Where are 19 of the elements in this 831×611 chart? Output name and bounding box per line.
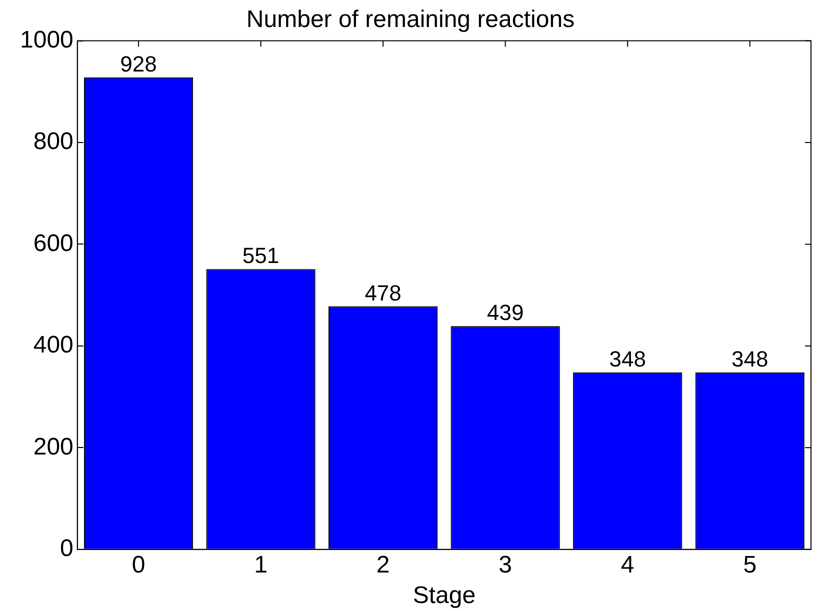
x-tick-label: 4 bbox=[620, 551, 634, 578]
data-label: 439 bbox=[486, 300, 524, 326]
y-tick-label: 400 bbox=[33, 332, 74, 359]
y-tick-label: 1000 bbox=[20, 26, 74, 54]
y-tick-label: 800 bbox=[33, 128, 74, 156]
data-label: 348 bbox=[732, 346, 768, 372]
x-tick-label: 3 bbox=[498, 551, 512, 578]
x-tick-label: 2 bbox=[376, 551, 390, 578]
data-label: 478 bbox=[364, 280, 402, 306]
x-tick-label: 1 bbox=[254, 551, 268, 578]
x-tick-label: 5 bbox=[743, 551, 757, 578]
y-tick-label: 600 bbox=[33, 230, 74, 257]
chart-title: Number of remaining reactions bbox=[246, 6, 575, 34]
data-label: 348 bbox=[609, 346, 646, 372]
x-axis-title: Stage bbox=[412, 582, 476, 610]
data-label: 551 bbox=[242, 243, 280, 268]
data-label: 928 bbox=[120, 51, 157, 76]
y-tick-label: 200 bbox=[33, 433, 74, 460]
x-tick-label: 0 bbox=[132, 551, 146, 578]
